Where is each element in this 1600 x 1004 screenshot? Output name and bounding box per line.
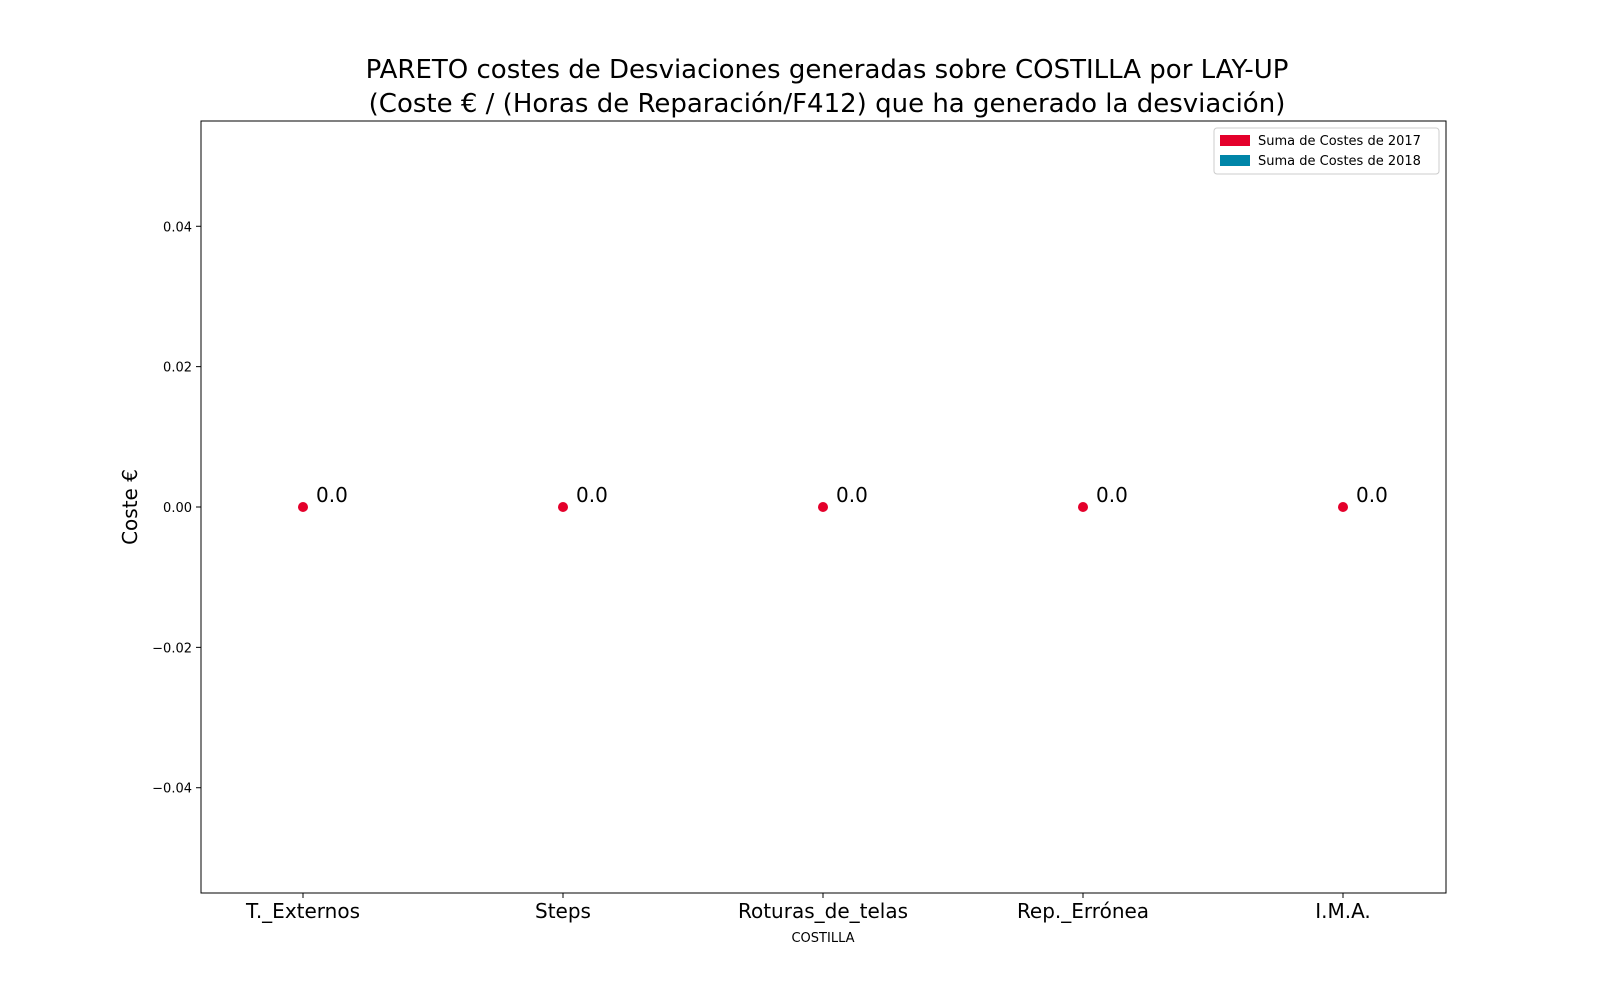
- legend-swatch-2018: [1220, 155, 1250, 166]
- y-tick-label: −0.04: [152, 782, 192, 797]
- y-tick-label: −0.02: [152, 641, 192, 656]
- y-axis: −0.04 −0.02 0.00 0.02 0.04: [152, 220, 201, 797]
- y-tick-label: 0.04: [163, 220, 192, 235]
- data-label: 0.0: [1356, 483, 1388, 507]
- data-point: [818, 502, 828, 512]
- legend-box: [1213, 127, 1440, 175]
- x-axis-label: COSTILLA: [791, 931, 854, 946]
- data-label: 0.0: [316, 483, 348, 507]
- data-point: [1338, 502, 1348, 512]
- data-label: 0.0: [576, 483, 608, 507]
- data-points: 0.0 0.0 0.0 0.0 0.0: [298, 483, 1388, 512]
- x-tick-label: Rep._Errónea: [1017, 899, 1149, 923]
- x-tick-label: Roturas_de_telas: [738, 899, 908, 923]
- y-tick-label: 0.00: [163, 501, 192, 516]
- data-point: [1078, 502, 1088, 512]
- legend-swatch-2017: [1220, 135, 1250, 146]
- x-axis: T._Externos Steps Roturas_de_telas Rep._Err…: [245, 893, 1371, 923]
- data-label: 0.0: [1096, 483, 1128, 507]
- y-tick-label: 0.02: [163, 361, 192, 376]
- legend-label-2018: Suma de Costes de 2018: [1258, 154, 1421, 169]
- legend: Suma de Costes de 2017 Suma de Costes de…: [1213, 127, 1440, 175]
- x-tick-label: Steps: [535, 899, 591, 923]
- x-tick-label: I.M.A.: [1315, 899, 1371, 923]
- data-point: [298, 502, 308, 512]
- y-axis-label: Coste €: [118, 469, 142, 545]
- chart-title-line1: PARETO costes de Desviaciones generadas …: [366, 55, 1289, 85]
- chart-title-line2: (Coste € / (Horas de Reparación/F412) qu…: [369, 89, 1286, 119]
- data-label: 0.0: [836, 483, 868, 507]
- data-point: [558, 502, 568, 512]
- legend-label-2017: Suma de Costes de 2017: [1258, 134, 1421, 149]
- x-tick-label: T._Externos: [245, 899, 360, 923]
